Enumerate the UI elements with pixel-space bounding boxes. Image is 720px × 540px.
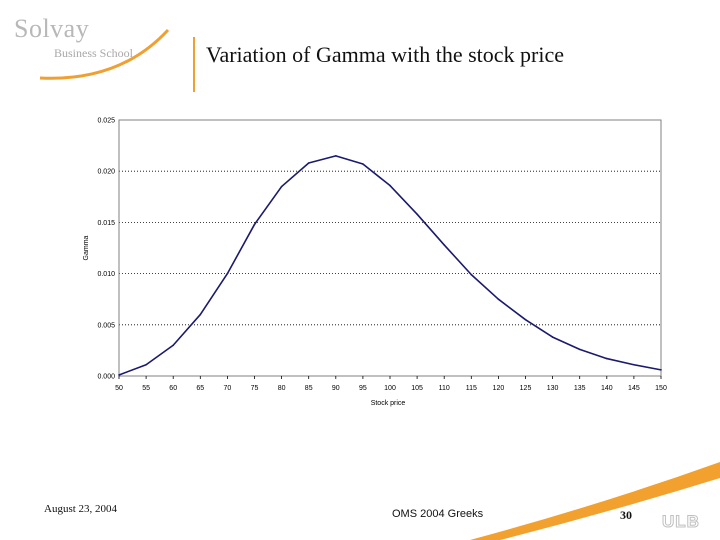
footer-course: OMS 2004 Greeks [392,508,484,520]
data-point [416,213,418,216]
data-point [307,162,310,164]
data-point [362,163,364,165]
page-number: 30 [620,508,632,522]
title-divider [193,37,195,92]
ulb-logo: ULB [662,512,700,532]
y-tick-label: 0.000 [97,374,115,381]
x-tick-labels: 50 55 60 65 70 75 80 85 90 95 100 105 110 115 120 125 13… [115,385,667,392]
x-tick-label: 55 [142,385,150,392]
data-point [335,155,337,157]
y-tick-label: 0.020 [97,169,115,176]
data-point [280,185,283,188]
solvay-logo: Solvay Business School [0,0,180,95]
chart-series [118,155,662,376]
data-point [578,348,581,351]
x-axis-label: Stock price [371,400,406,407]
y-tick-label: 0.025 [97,118,115,125]
x-tick-label: 115 [466,385,477,392]
x-tick-label: 125 [520,385,532,392]
logo-name: Solvay [14,14,90,43]
x-tick-label: 95 [359,385,367,392]
y-tick-label: 0.015 [97,220,115,227]
y-tick-label: 0.005 [97,322,115,329]
x-tick-label: 80 [278,385,286,392]
y-axis-label: Gamma [83,235,90,260]
x-tick-label: 75 [251,385,259,392]
data-point [551,336,554,338]
x-tick-label: 90 [332,385,340,392]
x-tick-label: 120 [493,385,505,392]
data-point [389,184,391,187]
x-tick-label: 145 [628,385,640,392]
data-point [226,272,229,275]
x-tick-label: 110 [439,385,450,392]
data-point [470,273,473,276]
data-point [199,313,202,316]
x-tick-label: 105 [411,385,423,392]
y-tick-labels: 0.000 0.005 0.010 0.015 0.020 0.025 [97,118,115,381]
data-point [497,298,500,301]
chart-grid [119,170,661,326]
x-tick-label: 85 [305,385,313,392]
data-point [118,374,120,376]
logo-arc-icon [39,28,170,80]
slide-title: Variation of Gamma with the stock price [206,42,565,67]
data-point [443,244,446,246]
x-tick-label: 130 [547,385,559,392]
data-point [145,363,147,366]
x-tick-label: 60 [169,385,177,392]
chart-axes [118,119,662,379]
data-point [253,223,256,226]
x-tick-label: 70 [224,385,232,392]
data-point [633,363,635,366]
logo-subtitle: Business School [54,46,134,60]
x-tick-label: 150 [655,385,667,392]
data-point [172,344,174,347]
data-point [606,357,608,360]
data-point [660,369,662,371]
x-tick-label: 135 [574,385,586,392]
data-point [524,318,527,321]
y-tick-label: 0.010 [97,271,115,278]
x-tick-label: 100 [384,385,396,392]
x-tick-label: 50 [115,385,123,392]
x-tick-label: 140 [601,385,613,392]
x-tick-label: 65 [196,385,204,392]
footer-date: August 23, 2004 [44,503,118,515]
